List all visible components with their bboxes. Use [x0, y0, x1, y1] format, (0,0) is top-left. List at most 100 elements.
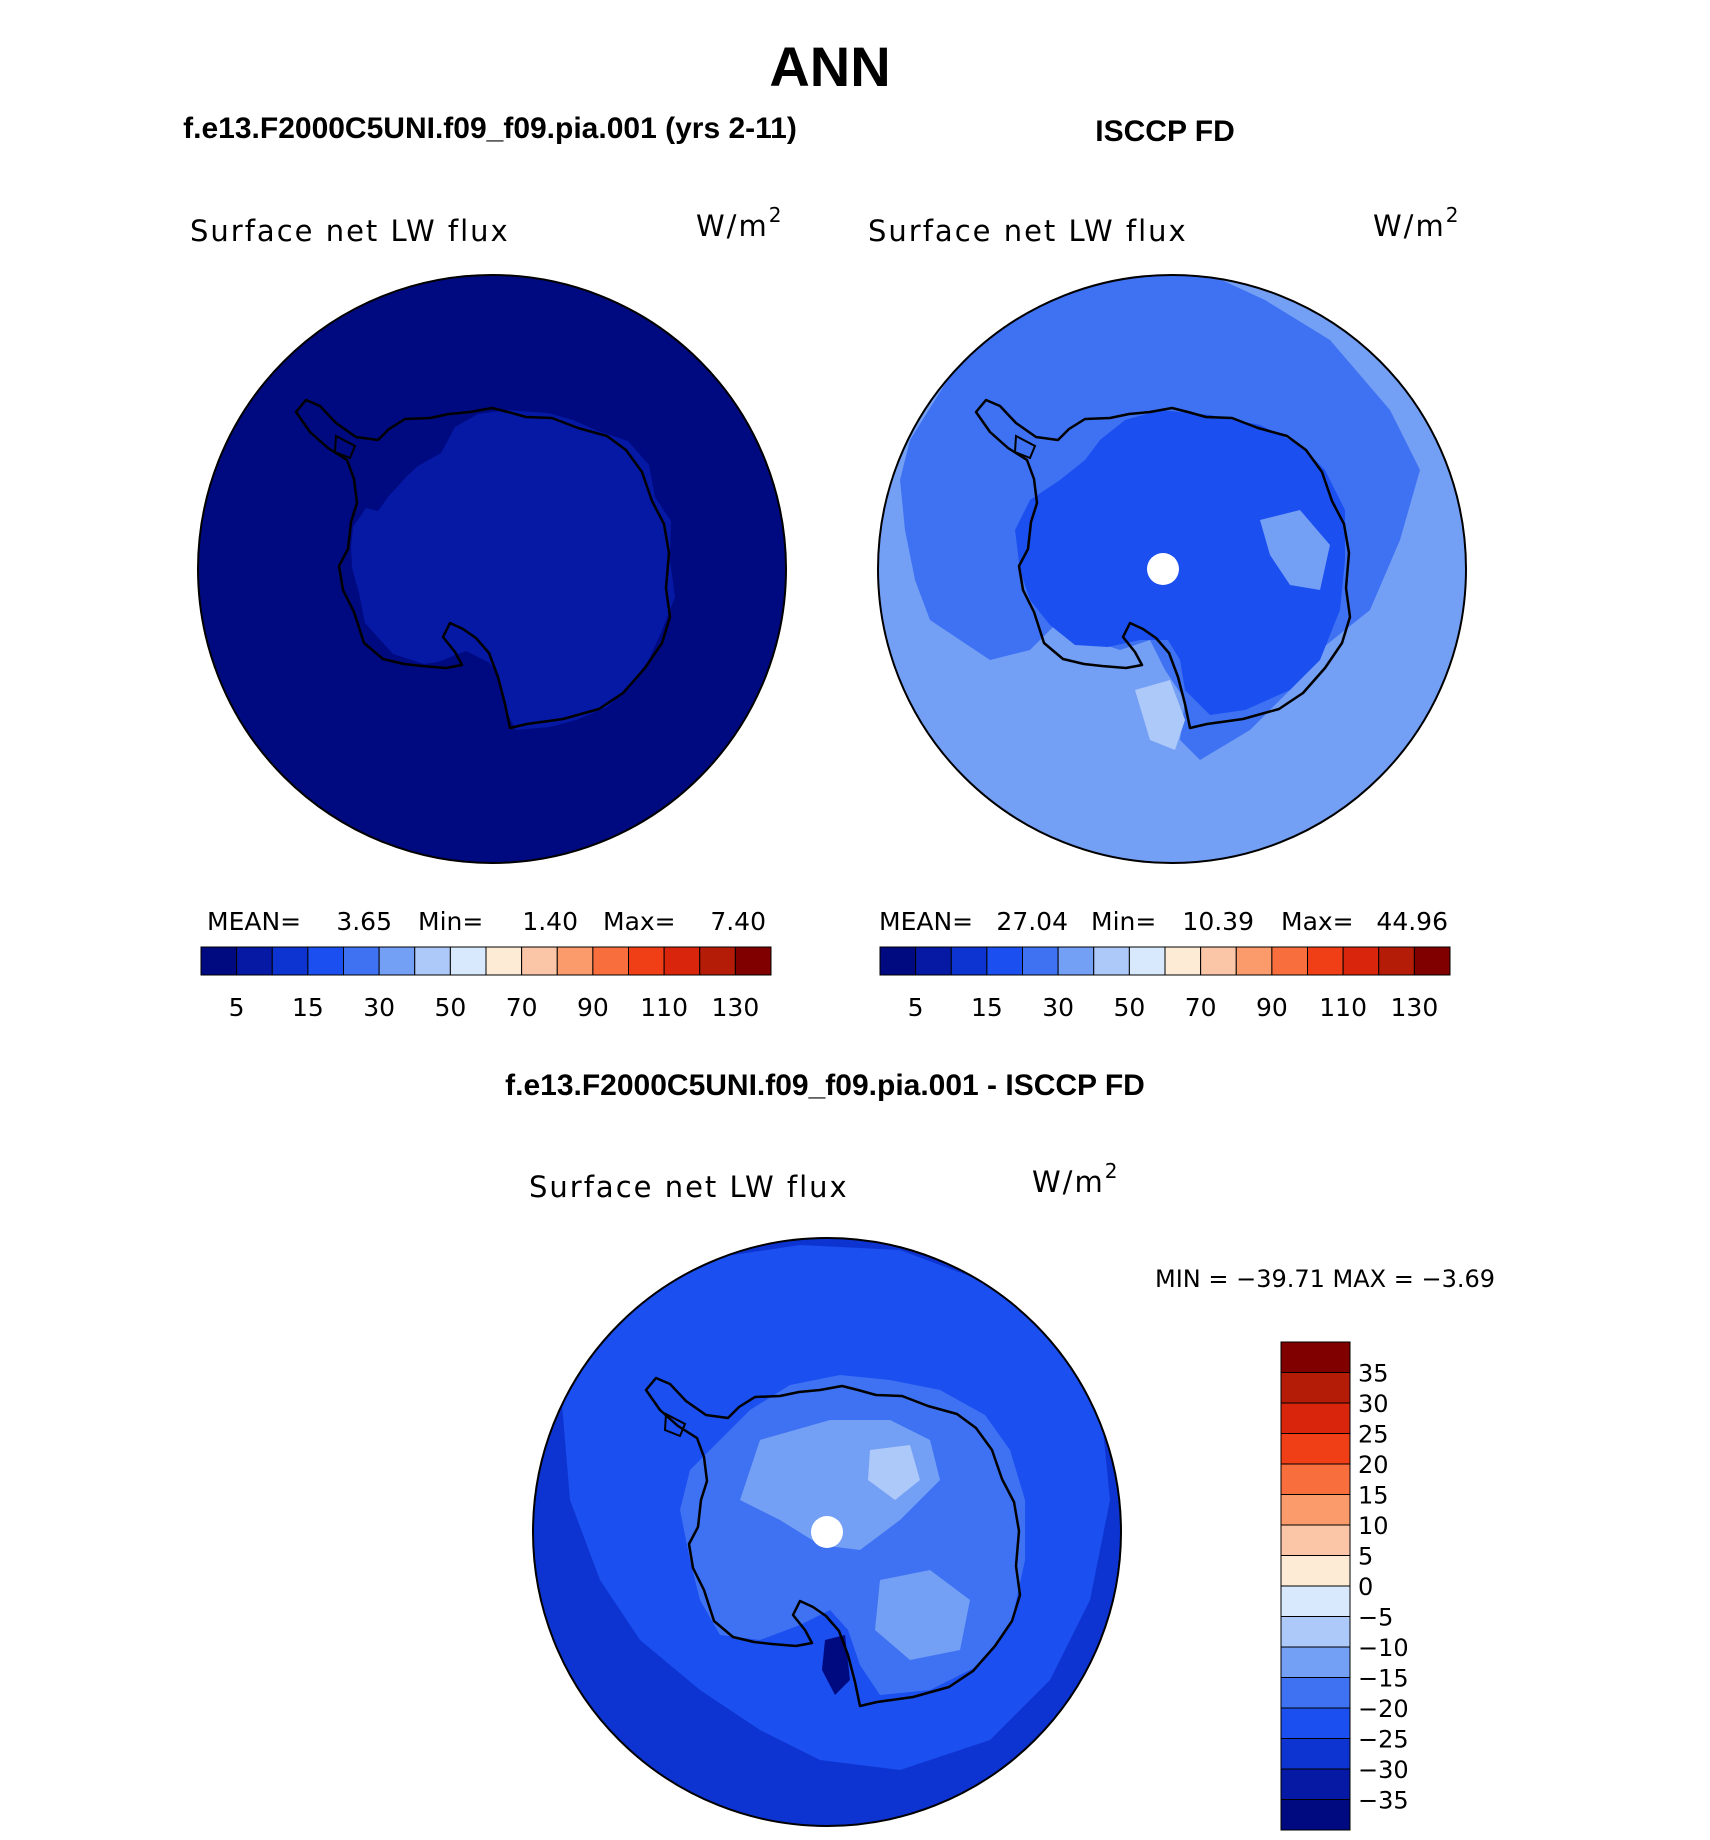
colorbar-tick-label: 50: [434, 993, 466, 1022]
colorbar-swatch: [1271, 946, 1308, 976]
colorbar-tick-label: −25: [1358, 1726, 1409, 1754]
colorbar-ticks: 5 15 30 50 70 90 110 130: [908, 993, 1439, 1022]
coastline: [644, 1376, 1022, 1708]
colorbar-tick-label: 15: [971, 993, 1003, 1022]
mean-value: 27.04: [996, 907, 1068, 936]
colorbar-tick-label: 70: [506, 993, 538, 1022]
colorbar-swatch: [236, 946, 273, 976]
colorbar-tick-label: 5: [229, 993, 245, 1022]
colorbar-tick-label: 90: [1256, 993, 1288, 1022]
max-label: Max=: [1281, 907, 1354, 936]
max-value: 7.40: [710, 907, 766, 936]
colorbar-tick-label: −35: [1358, 1787, 1409, 1815]
plateau-light: [868, 1445, 920, 1500]
polar-map-obs: [878, 275, 1466, 863]
colorbar-swatch: [915, 946, 952, 976]
colorbar-tick-label: 15: [1358, 1482, 1389, 1510]
colorbar-swatch: [343, 946, 380, 976]
colorbar-tick-label: 20: [1358, 1451, 1389, 1479]
colorbar-swatch: [1128, 946, 1166, 976]
colorbar-swatch: [1280, 1433, 1351, 1465]
colorbar-tick-label: 25: [1358, 1421, 1389, 1449]
panel-heading: f.e13.F2000C5UNI.f09_f09.pia.001 - ISCCP…: [505, 1069, 1145, 1102]
colorbar-swatch: [485, 946, 523, 976]
colorbar-swatch: [1022, 946, 1059, 976]
panel-units: W/m2: [1373, 203, 1460, 243]
colorbar-swatch: [1280, 1524, 1351, 1556]
colorbar-swatch: [521, 946, 558, 976]
colorbar-tick-label: −20: [1358, 1695, 1409, 1723]
ice-shelf-outline: [1013, 434, 1037, 460]
inland-patch: [1260, 510, 1330, 590]
colorbar-tick-label: 110: [1319, 993, 1367, 1022]
colorbar-swatch: [1342, 946, 1380, 976]
colorbar-tick-label: 15: [292, 993, 324, 1022]
colorbar-swatch: [1280, 1555, 1351, 1587]
east-light-patch: [875, 1570, 970, 1660]
colorbar-tick-label: 110: [640, 993, 688, 1022]
colorbar-tick-label: 0: [1358, 1573, 1373, 1601]
colorbar-swatch: [1280, 1768, 1351, 1800]
colorbar-tick-label: 30: [1042, 993, 1074, 1022]
colorbar-swatch: [1280, 1738, 1351, 1770]
panel-obs: ISCCP FD Surface net LW flux W/m2 MEAN= …: [868, 115, 1467, 1022]
map-boundary: [197, 274, 787, 864]
panel-subtitle: Surface net LW flux: [868, 214, 1188, 248]
colorbar-tick-label: 70: [1185, 993, 1217, 1022]
colorbar-tick-label: 5: [908, 993, 924, 1022]
coastline: [974, 398, 1352, 730]
mean-label: MEAN=: [879, 907, 973, 936]
colorbar-swatch: [1164, 946, 1202, 976]
colorbar-swatch: [734, 946, 772, 976]
panel-diff: f.e13.F2000C5UNI.f09_f09.pia.001 - ISCCP…: [505, 1069, 1495, 1831]
min-label: Min=: [418, 907, 483, 936]
colorbar-swatch: [592, 946, 629, 976]
colorbar-swatch: [1057, 946, 1095, 976]
colorbar-tick-label: 50: [1113, 993, 1145, 1022]
panel-subtitle: Surface net LW flux: [190, 214, 510, 248]
colorbar-swatch: [378, 946, 416, 976]
colorbar-tick-label: −10: [1358, 1634, 1409, 1662]
colorbar-swatch: [200, 946, 238, 976]
colorbar-swatch: [699, 946, 736, 976]
colorbar-swatch: [271, 946, 309, 976]
colorbar-swatch: [449, 946, 487, 976]
colorbar-swatch: [556, 946, 594, 976]
map-boundary: [877, 274, 1467, 864]
polar-map-model: [198, 275, 786, 863]
dark-patch: [822, 1635, 850, 1695]
panel-subtitle: Surface net LW flux: [529, 1170, 849, 1204]
colorbar-swatch: [950, 946, 988, 976]
panel-units: W/m2: [1032, 1159, 1119, 1199]
colorbar-tick-label: 30: [1358, 1390, 1389, 1418]
colorbar-swatch: [1093, 946, 1130, 976]
colorbar-swatch: [1235, 946, 1273, 976]
colorbar-swatch: [1280, 1494, 1351, 1526]
pole-hole: [1147, 553, 1179, 585]
ice-shelf-outline: [333, 434, 357, 460]
ice-shelf-outline: [663, 1412, 687, 1438]
max-value: 44.96: [1376, 907, 1448, 936]
min-value: 10.39: [1182, 907, 1254, 936]
mean-label: MEAN=: [207, 907, 301, 936]
colorbar-swatch: [1280, 1585, 1351, 1617]
main-title: ANN: [769, 35, 890, 98]
colorbar-tick-label: 130: [1391, 993, 1439, 1022]
colorbar-swatch: [663, 946, 701, 976]
colorbar-swatch: [1280, 1372, 1351, 1404]
antarctic-field: [1015, 410, 1345, 715]
colorbar-tick-label: −5: [1358, 1604, 1393, 1632]
colorbar-swatch: [1280, 1341, 1351, 1373]
colorbar-swatch: [1280, 1402, 1351, 1434]
min-value: 1.40: [522, 907, 578, 936]
colorbar-tick-label: 35: [1358, 1360, 1389, 1388]
colorbar-tick-label: 130: [712, 993, 760, 1022]
colorbar-swatch: [1280, 1646, 1351, 1678]
colorbar-swatch: [1280, 1463, 1351, 1495]
colorbar-swatch: [1280, 1677, 1351, 1709]
panel-units: W/m2: [696, 203, 783, 243]
antarctic-field: [351, 410, 675, 730]
pole-hole: [811, 1516, 843, 1548]
